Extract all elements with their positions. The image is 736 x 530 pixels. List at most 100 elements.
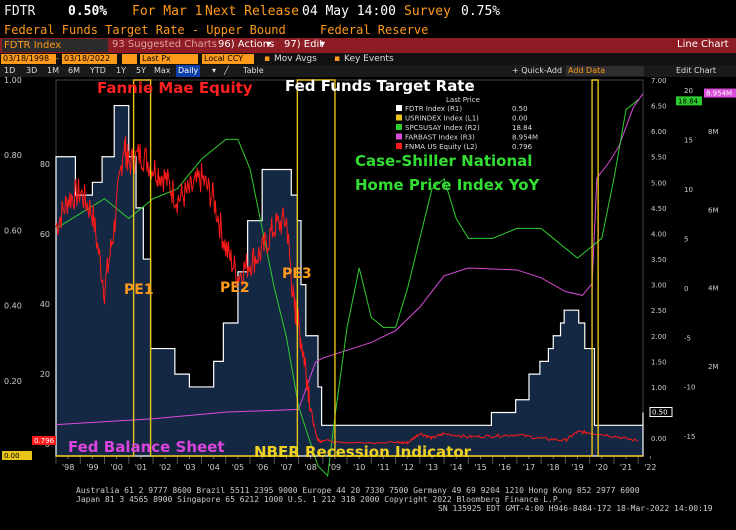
l2-tick-label: 60: [40, 230, 50, 239]
r1-tick-label: 3.00: [651, 282, 667, 290]
x-tick-label: '07: [280, 463, 292, 472]
legend-label: USRINDEX Index (L1): [405, 115, 479, 123]
legend-swatch: [396, 143, 402, 149]
r1-tick-label: 4.50: [651, 205, 667, 213]
r1-tick-label: 2.00: [651, 333, 667, 341]
annotation-case-shiller-1: Case-Shiller National: [355, 152, 533, 170]
badge-case-shiller: 18.84: [678, 97, 699, 105]
range-6m[interactable]: 6M: [68, 66, 80, 75]
l2-tick-label: 20: [40, 370, 50, 379]
period-dropdown[interactable]: Daily: [176, 65, 201, 77]
legend-value: 8.954M: [512, 134, 538, 142]
checkbox-icon[interactable]: ▪: [264, 54, 271, 64]
chevron-down-icon[interactable]: ▾: [320, 39, 326, 50]
mov-avgs-toggle[interactable]: Mov Avgs: [274, 54, 317, 64]
annotation-pe2: PE2: [220, 280, 250, 296]
x-tick-label: '04: [207, 463, 219, 472]
data-source: Federal Reserve: [320, 23, 429, 37]
x-tick-label: '02: [159, 463, 171, 472]
add-data-field[interactable]: Add Data: [566, 66, 644, 76]
range-1d[interactable]: 1D: [4, 66, 16, 75]
l1-tick-label: 0.80: [4, 151, 22, 160]
x-tick-label: '06: [256, 463, 268, 472]
series-case-shiller: [55, 99, 639, 477]
release-period: For Mar 1: [132, 4, 203, 19]
r1-tick-label: 1.50: [651, 358, 667, 366]
l1-tick-label: 0.40: [4, 302, 22, 311]
range-ytd[interactable]: YTD: [90, 66, 106, 75]
l1-tick-label: 0.20: [4, 377, 22, 386]
r3-tick-label: 4M: [708, 285, 719, 293]
range-1m[interactable]: 1M: [47, 66, 59, 75]
x-tick-label: '10: [353, 463, 365, 472]
date-toolbar: 03/18/1998 - 03/18/2022 Last Px Local CC…: [0, 53, 736, 65]
table-button[interactable]: Table: [243, 66, 264, 75]
badge-balance-sheet-bg: [704, 88, 736, 98]
r1-tick-label: 3.50: [651, 256, 667, 264]
x-tick-label: '22: [644, 463, 656, 472]
price-field-dropdown[interactable]: Last Px: [140, 54, 198, 64]
r2-tick-label: -15: [684, 433, 695, 441]
range-1y[interactable]: 1Y: [116, 66, 126, 75]
ticker-field[interactable]: FDTR Index: [2, 39, 108, 52]
suggested-charts-button[interactable]: 93 Suggested Charts: [112, 39, 217, 50]
x-tick-label: '21: [620, 463, 632, 472]
next-release-date: 04 May 14:00: [302, 4, 396, 19]
quick-add-button[interactable]: + Quick-Add: [512, 66, 563, 75]
r2-tick-label: 5: [684, 235, 688, 243]
end-date-field[interactable]: 03/18/2022: [62, 54, 117, 64]
annotation-fed-funds: Fed Funds Target Rate: [285, 77, 475, 95]
r1-tick-label: 6.50: [651, 103, 667, 111]
x-tick-label: '16: [499, 463, 511, 472]
legend-label: FNMA US Equity (L2): [405, 143, 478, 151]
r1-tick-label: 0.00: [651, 435, 667, 443]
annotation-pe3: PE3: [282, 266, 312, 282]
x-tick-label: '20: [596, 463, 608, 472]
checkbox-icon[interactable]: ▪: [334, 54, 341, 64]
l1-tick-label: 1.00: [4, 77, 22, 85]
chart-type-label[interactable]: Line Chart: [677, 39, 729, 50]
legend-value: 0.796: [512, 143, 533, 151]
ticker-symbol: FDTR: [4, 4, 36, 19]
annotation-case-shiller-2: Home Price Index YoY: [355, 176, 540, 194]
r2-tick-label: 20: [684, 87, 693, 95]
r1-tick-label: 1.00: [651, 384, 667, 392]
key-events-toggle[interactable]: Key Events: [344, 54, 394, 64]
l1-tick-label: 0.60: [4, 226, 22, 235]
range-max[interactable]: Max: [154, 66, 171, 75]
chevron-down-icon[interactable]: ▾: [266, 39, 272, 50]
currency-dropdown[interactable]: Local CCY: [202, 54, 254, 64]
r1-tick-label: 4.00: [651, 230, 667, 238]
r2-tick-label: 10: [684, 186, 693, 194]
start-date-field[interactable]: 03/18/1998: [1, 54, 56, 64]
calendar-icon[interactable]: [122, 54, 137, 64]
range-5y[interactable]: 5Y: [136, 66, 146, 75]
r2-tick-label: 0: [684, 285, 688, 293]
actions-menu[interactable]: 96) Actions: [218, 39, 275, 50]
footer-phones-1: Australia 61 2 9777 8600 Brazil 5511 239…: [76, 486, 640, 495]
legend-title: Last Price: [446, 96, 480, 104]
r1-tick-label: 7.00: [651, 77, 667, 85]
chart-area[interactable]: '98 '99 '00 '01 '02 '03 '04 '05 '06 '07 '08 '09 '10 '…: [0, 77, 736, 482]
survey-value: 0.75%: [461, 4, 501, 19]
r2-tick-label: 15: [684, 136, 693, 144]
legend-value: 0.00: [512, 115, 528, 123]
annotation-nber: NBER Recession Indicator: [254, 443, 472, 461]
x-tick-label: '19: [571, 463, 583, 472]
line-chart-icon[interactable]: ╱: [224, 66, 229, 75]
chevron-down-icon[interactable]: ▾: [212, 66, 217, 75]
x-tick-label: '11: [377, 463, 389, 472]
legend-box: [394, 96, 552, 154]
r1-tick-label: 5.00: [651, 179, 667, 187]
legend-value: 18.84: [512, 124, 533, 132]
edit-chart-button[interactable]: Edit Chart: [676, 66, 717, 75]
badge-fdtr-bg: [649, 407, 673, 418]
next-release-label: Next Release: [205, 4, 299, 19]
legend-swatch: [396, 105, 402, 111]
l2-tick-label: 40: [40, 300, 50, 309]
range-3d[interactable]: 3D: [26, 66, 38, 75]
r3-tick-label: 2M: [708, 363, 719, 371]
badge-recession: 0.00: [4, 452, 20, 460]
badge-fannie: 0.796: [34, 437, 55, 445]
edit-menu[interactable]: 97) Edit: [284, 39, 324, 50]
